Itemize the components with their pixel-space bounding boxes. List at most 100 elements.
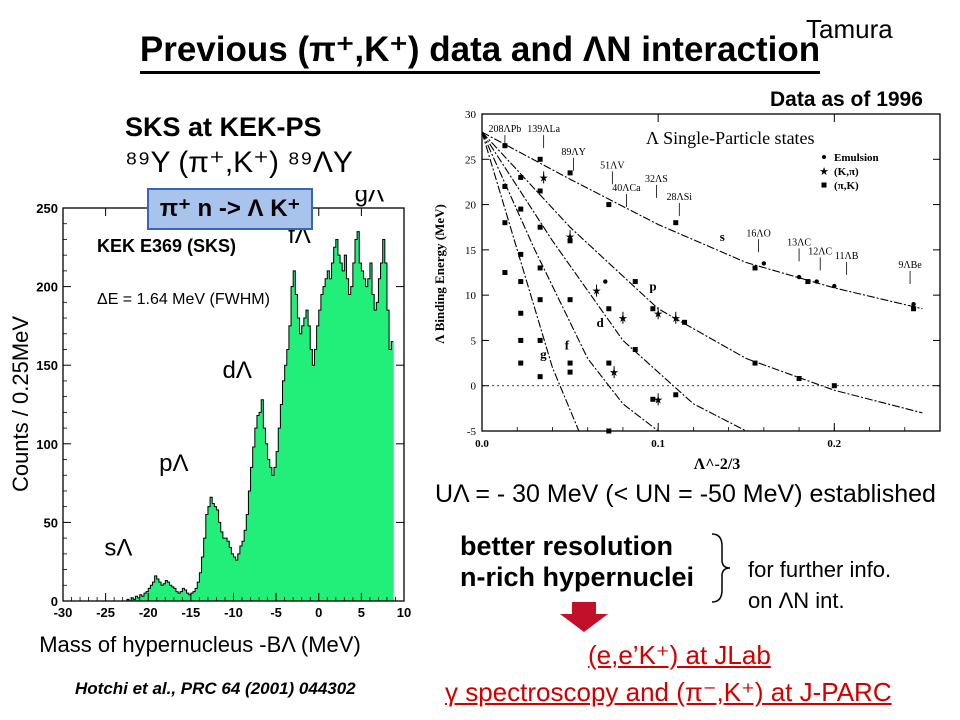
histogram-bar [389, 349, 392, 601]
y-tick-label: 25 [465, 154, 477, 166]
y-axis-title: Counts / 0.25MeV [8, 316, 33, 492]
data-point-kpi: ★ [609, 367, 619, 379]
data-point-pik [518, 174, 524, 180]
data-point-pik [805, 279, 811, 285]
peak-label: gΛ [355, 190, 384, 207]
author-label: Tamura [806, 14, 893, 44]
histogram-bar [244, 530, 247, 601]
data-point-pik [682, 319, 688, 325]
histogram-bar [350, 286, 354, 601]
histogram-bar [359, 263, 362, 601]
histogram-bar [167, 582, 170, 601]
histogram-bar [259, 412, 262, 601]
histogram-bar [161, 585, 164, 601]
x-tick-label: 10 [397, 605, 411, 620]
data-point-pik [567, 360, 573, 366]
histogram-bar [273, 467, 277, 601]
x-tick-label: 0.2 [827, 438, 841, 450]
data-point-kpi: ★ [618, 313, 628, 325]
x-tick-label: 0.0 [475, 438, 489, 450]
x-tick-label: -5 [270, 605, 282, 620]
hypernucleus-histogram: -30 -25 -20 -15 -10 -5 0 5 10050100150200250KEK … [8, 190, 411, 657]
histogram-bar [237, 553, 241, 601]
histogram-bar [278, 428, 281, 601]
data-point-pik [518, 251, 524, 257]
further-info-line: for further info. [748, 557, 892, 582]
y-tick-label: 200 [36, 280, 58, 295]
histogram-bar [382, 239, 386, 601]
histogram-bar [197, 582, 200, 601]
shell-label: g [540, 347, 547, 362]
peak-label: pΛ [159, 450, 188, 477]
legend-marker-emulsion [822, 155, 826, 159]
data-point-pik [752, 265, 758, 271]
x-axis-title: Λ^-2/3 [694, 456, 741, 473]
reaction-label: ⁸⁹Y (π⁺,K⁺) ⁸⁹ΛY [125, 146, 353, 179]
potential-statement: UΛ = - 30 MeV (< UN = -50 MeV) establish… [435, 480, 936, 508]
shell-curve [481, 131, 580, 432]
data-point-pik [632, 346, 638, 352]
histogram-bar [367, 278, 371, 601]
right-brace [711, 533, 731, 603]
peak-label: sΛ [104, 534, 132, 561]
histogram-bar [254, 428, 258, 601]
data-point-pik [502, 220, 508, 226]
y-tick-label: 50 [44, 515, 58, 530]
y-tick-label: 250 [36, 201, 58, 216]
data-point-pik [606, 360, 612, 366]
y-tick-label: -5 [467, 426, 477, 438]
data-point-pik [518, 206, 524, 212]
histogram-bar [316, 325, 320, 601]
histogram-bar [301, 325, 305, 601]
histogram-bar [246, 514, 249, 601]
histogram-bar [288, 325, 292, 601]
histogram-bar [131, 597, 134, 601]
histogram-bar [229, 547, 232, 601]
histogram-bar [218, 522, 222, 601]
data-point-pik [650, 396, 656, 402]
histogram-bar [148, 588, 151, 601]
histogram-bar [256, 415, 260, 601]
histogram-bar [195, 588, 198, 601]
histogram-bar [354, 239, 358, 601]
data-point-pik [831, 383, 837, 389]
histogram-bar [139, 594, 143, 601]
data-point-pik [518, 337, 524, 343]
histogram-bar [378, 278, 381, 601]
data-point-emulsion [603, 279, 608, 284]
nucleus-label: 12ΛC [808, 246, 832, 257]
histogram-bar [220, 531, 224, 601]
histogram-bar [180, 591, 183, 601]
histogram-bar [146, 591, 149, 601]
histogram-bar [318, 310, 322, 601]
nucleus-label: 139ΛLa [527, 124, 560, 135]
legend-label: (K,π) [834, 166, 859, 178]
data-point-pik [537, 297, 543, 303]
histogram-bar [184, 589, 188, 601]
histogram-bar [286, 349, 290, 601]
data-point-pik [518, 310, 524, 316]
histogram-bar [265, 443, 268, 601]
data-point-pik [567, 170, 573, 176]
histogram-bar [231, 553, 234, 601]
histogram-bar [346, 278, 349, 601]
histogram-bar [224, 538, 228, 601]
further-info-text: for further info. on ΛN int. [748, 554, 891, 616]
histogram-bar [293, 270, 296, 601]
facility-label: SKS at KEK-PS [125, 112, 322, 142]
histogram-bar [222, 538, 226, 601]
histogram-bar [135, 596, 138, 601]
histogram-bar [363, 278, 367, 601]
data-point-kpi: ★ [653, 308, 663, 320]
histogram-bar [233, 556, 237, 601]
histogram-bar [150, 585, 153, 601]
x-tick-label: -10 [224, 605, 243, 620]
motivation-list: better resolution n-rich hypernuclei [460, 531, 694, 593]
data-point-pik [537, 188, 543, 194]
histogram-bar [299, 333, 303, 601]
histogram-bar [137, 597, 141, 601]
histogram-bar [386, 310, 390, 601]
nucleus-label: 51ΛV [600, 160, 625, 171]
histogram-bar [303, 318, 307, 601]
histogram-bar [263, 428, 266, 601]
